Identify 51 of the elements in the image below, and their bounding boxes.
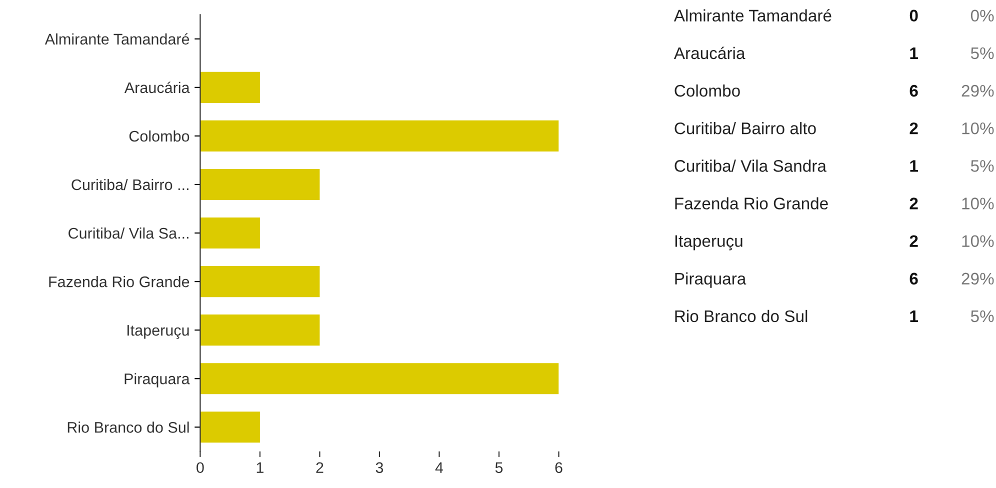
text: Fazenda Rio Grande xyxy=(675,197,828,210)
y-tick-label: Piraquara xyxy=(124,373,190,388)
x-tick-label: 1 xyxy=(256,462,264,473)
x-tick-label: 3 xyxy=(376,462,384,474)
text: Itaperuçu xyxy=(675,235,742,250)
x-tick-label: 2 xyxy=(316,462,324,473)
y-tick-label: Rio Branco do Sul xyxy=(68,422,189,433)
y-tick-label: Araucária xyxy=(124,82,190,94)
text: 5% xyxy=(970,160,994,172)
bar xyxy=(200,363,559,394)
y-tick-label: Curitiba/ Vila Sa... xyxy=(68,227,188,239)
bar xyxy=(200,72,260,103)
bar xyxy=(200,120,559,152)
text: 1 xyxy=(910,310,918,322)
text: 2 xyxy=(910,235,918,247)
text: 1 xyxy=(910,160,918,172)
y-tick-label: Itaperuçu xyxy=(127,325,189,339)
y-tick-label: Colombo xyxy=(129,130,190,142)
text: 10% xyxy=(962,198,994,210)
bar xyxy=(200,217,260,249)
bar xyxy=(200,412,260,443)
text: 10% xyxy=(962,235,994,248)
bar xyxy=(200,266,320,298)
text: 0 xyxy=(910,10,918,22)
bar xyxy=(200,168,320,200)
text: Piraquara xyxy=(675,272,746,288)
text: 1 xyxy=(910,48,918,59)
text: 5% xyxy=(970,47,994,60)
x-tick-label: 0 xyxy=(196,462,204,474)
text: 29% xyxy=(962,84,994,97)
x-tick-label: 4 xyxy=(435,462,444,473)
text: 29% xyxy=(962,272,994,285)
text: Colombo xyxy=(674,84,740,97)
text: 6 xyxy=(910,272,918,285)
y-tick-label: Curitiba/ Bairro ... xyxy=(72,178,188,190)
text: Curitiba/ Bairro alto xyxy=(674,122,816,134)
text: Rio Branco do Sul xyxy=(675,310,808,322)
x-tick-label: 6 xyxy=(555,462,562,474)
y-tick-label: Almirante Tamandaré xyxy=(44,33,190,45)
text: 2 xyxy=(910,198,918,210)
text: Araucária xyxy=(674,46,746,60)
text: Curitiba/ Vila Sandra xyxy=(674,160,826,172)
text: 5% xyxy=(970,310,994,322)
text: 2 xyxy=(910,122,918,134)
x-tick-label: 5 xyxy=(495,462,503,474)
y-tick-label: Fazenda Rio Grande xyxy=(49,276,190,288)
text: 10% xyxy=(962,122,994,134)
text: 6 xyxy=(910,84,918,97)
text: Almirante Tamandaré xyxy=(674,9,832,22)
bar xyxy=(200,314,320,346)
text: 0% xyxy=(970,10,994,22)
